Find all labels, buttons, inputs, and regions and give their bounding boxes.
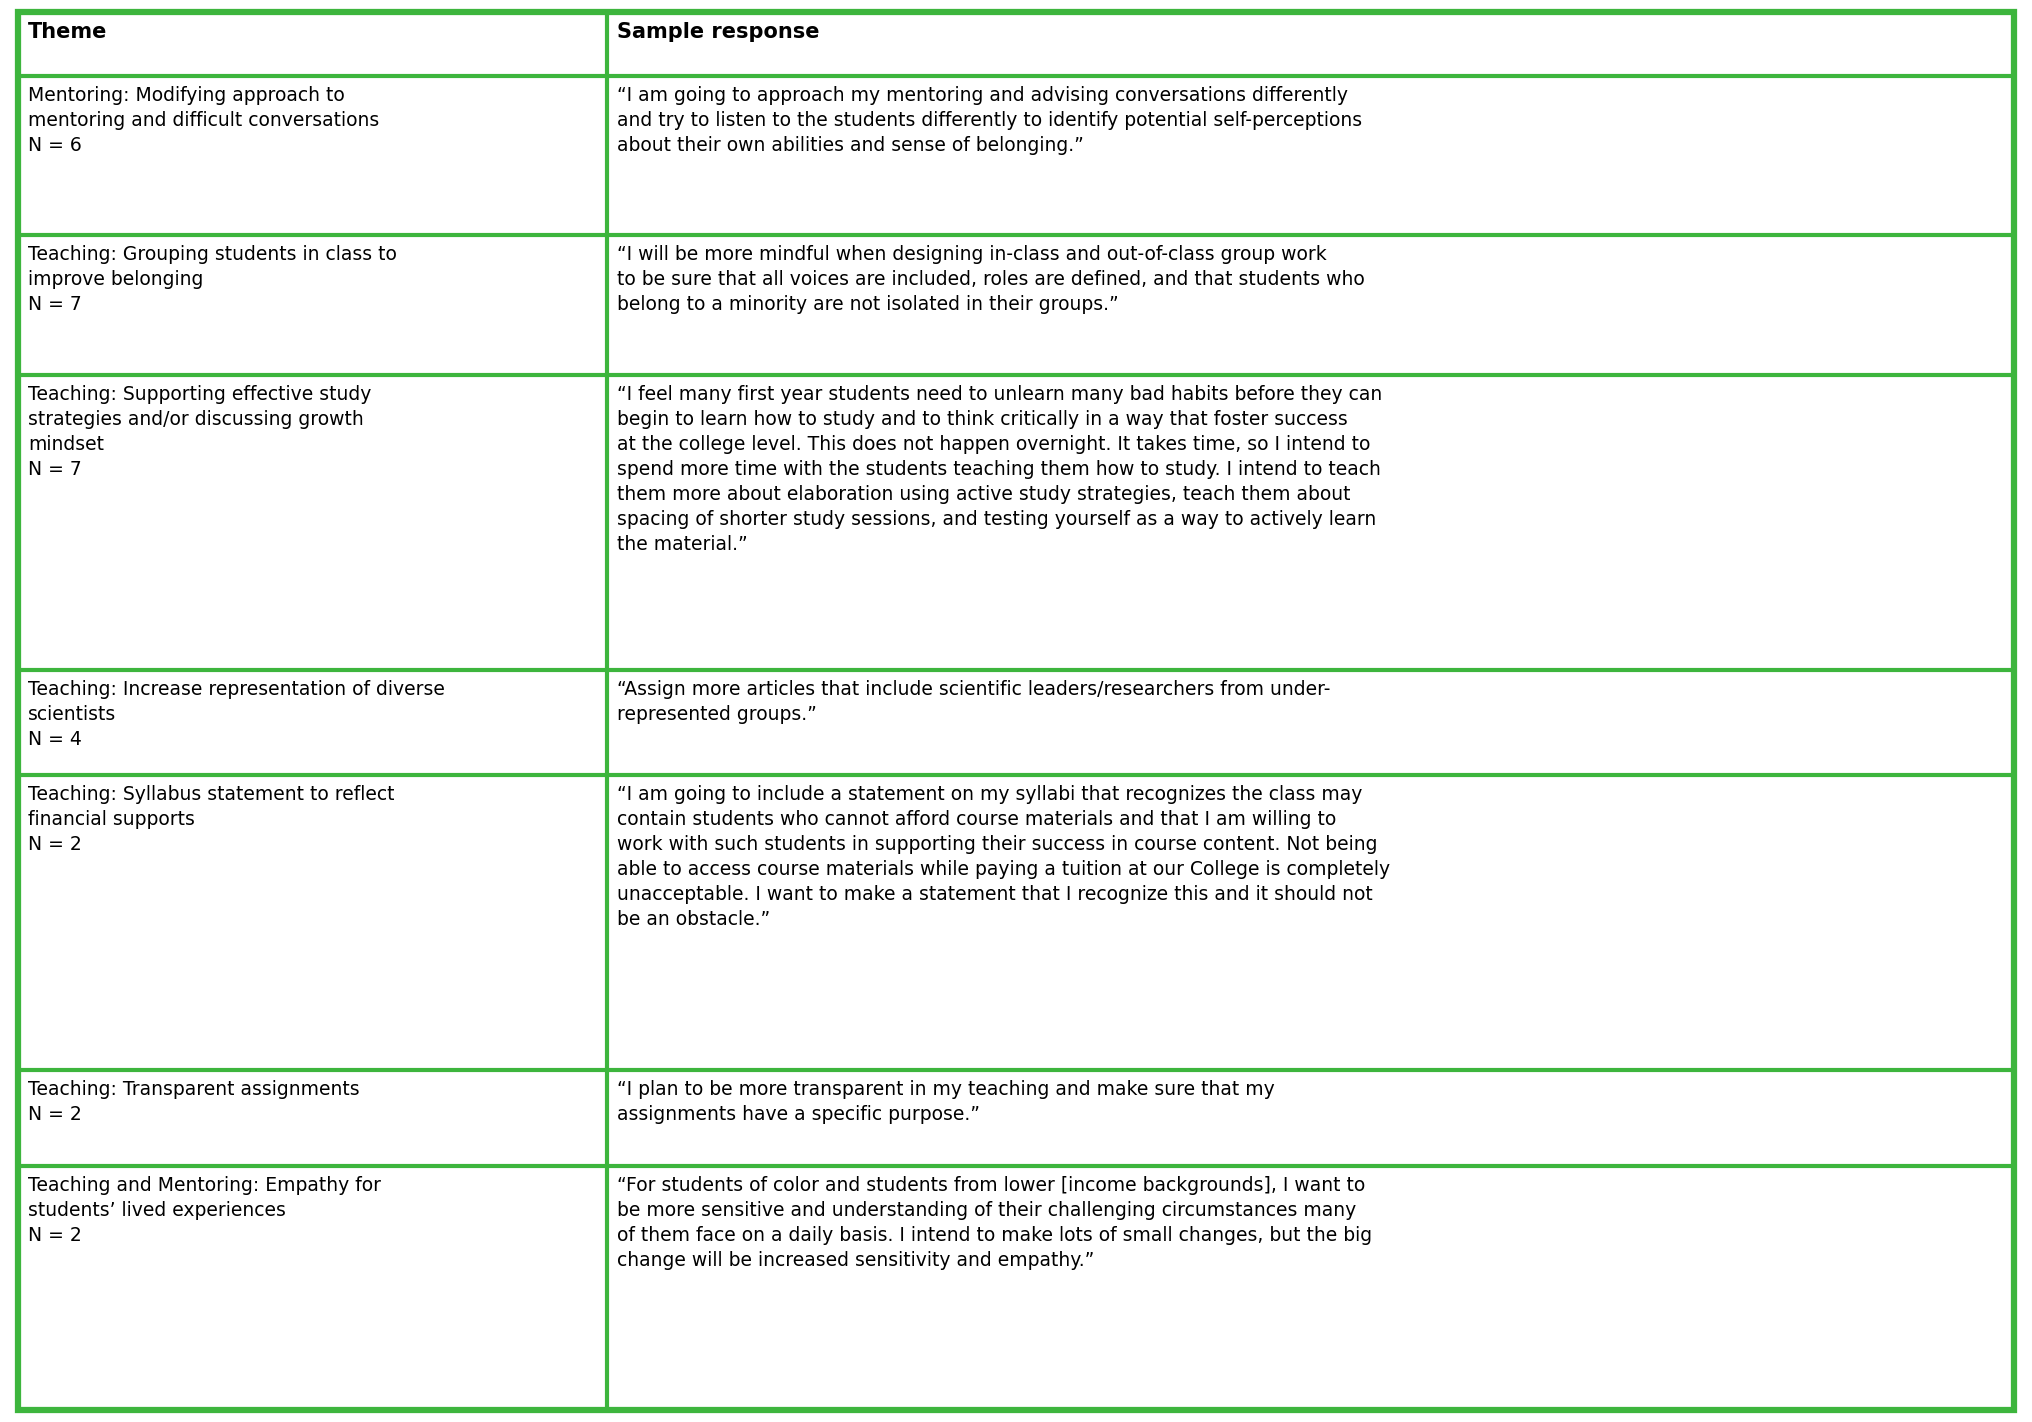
Text: Sample response: Sample response (618, 21, 819, 43)
Text: Theme: Theme (28, 21, 108, 43)
Text: “For students of color and students from lower [income backgrounds], I want to
b: “For students of color and students from… (618, 1176, 1372, 1270)
Text: Teaching: Increase representation of diverse
scientists
N = 4: Teaching: Increase representation of div… (28, 680, 445, 749)
Text: “Assign more articles that include scientific leaders/researchers from under-
re: “Assign more articles that include scien… (618, 680, 1331, 724)
Text: “I feel many first year students need to unlearn many bad habits before they can: “I feel many first year students need to… (618, 385, 1382, 555)
Text: Teaching: Grouping students in class to
improve belonging
N = 7: Teaching: Grouping students in class to … (28, 245, 396, 313)
Text: Teaching: Supporting effective study
strategies and/or discussing growth
mindset: Teaching: Supporting effective study str… (28, 385, 372, 479)
Text: “I will be more mindful when designing in-class and out-of-class group work
to b: “I will be more mindful when designing i… (618, 245, 1366, 313)
Text: Mentoring: Modifying approach to
mentoring and difficult conversations
N = 6: Mentoring: Modifying approach to mentori… (28, 87, 380, 155)
Text: Teaching and Mentoring: Empathy for
students’ lived experiences
N = 2: Teaching and Mentoring: Empathy for stud… (28, 1176, 382, 1246)
Text: Teaching: Syllabus statement to reflect
financial supports
N = 2: Teaching: Syllabus statement to reflect … (28, 785, 394, 853)
Text: “I plan to be more transparent in my teaching and make sure that my
assignments : “I plan to be more transparent in my tea… (618, 1079, 1274, 1123)
Text: “I am going to approach my mentoring and advising conversations differently
and : “I am going to approach my mentoring and… (618, 87, 1361, 155)
Text: “I am going to include a statement on my syllabi that recognizes the class may
c: “I am going to include a statement on my… (618, 785, 1390, 929)
Text: Teaching: Transparent assignments
N = 2: Teaching: Transparent assignments N = 2 (28, 1079, 360, 1123)
